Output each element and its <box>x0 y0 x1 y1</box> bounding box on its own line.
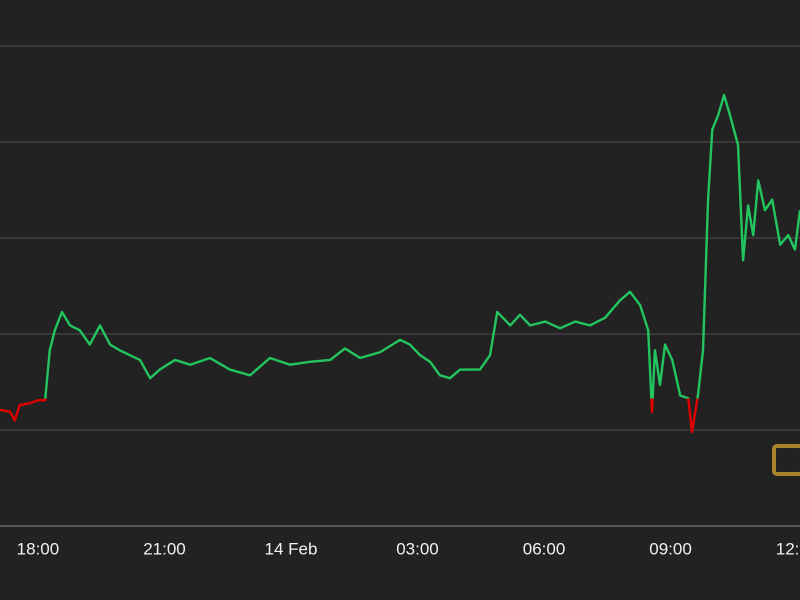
x-tick-label: 12:00 <box>776 539 800 558</box>
x-tick-label: 06:00 <box>523 539 566 558</box>
x-tick-label: 18:00 <box>17 539 60 558</box>
x-tick-label: 03:00 <box>396 539 439 558</box>
price-line <box>0 93 800 434</box>
x-tick-label: 14 Feb <box>265 539 318 558</box>
logo <box>772 444 800 476</box>
x-tick-label: 21:00 <box>143 539 186 558</box>
x-tick-label: 09:00 <box>649 539 692 558</box>
